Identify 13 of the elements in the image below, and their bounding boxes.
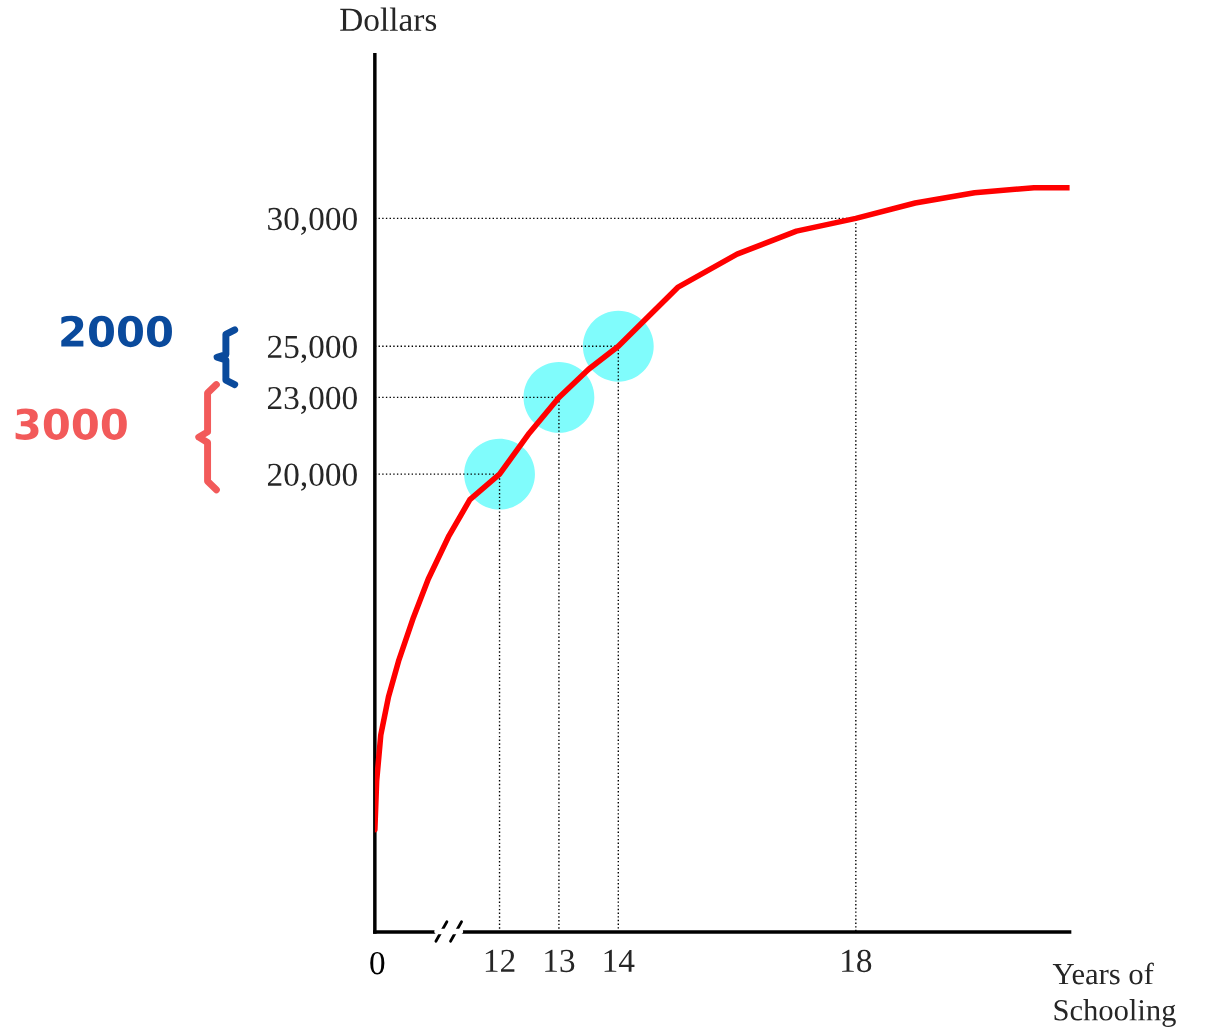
- x-tick-label: 13: [545, 949, 575, 973]
- y-tick-label: 30,000: [268, 207, 357, 236]
- x-tick-label: 14: [604, 949, 635, 972]
- y-tick-label: 25,000: [267, 335, 357, 363]
- y-tick-label: 23,000: [267, 386, 357, 415]
- x-tick-label: 18: [842, 949, 872, 973]
- y-axis-title: Dollars: [340, 7, 437, 32]
- text: 0: [370, 951, 385, 975]
- text: 2000: [61, 315, 172, 348]
- x-tick-label: 12: [485, 949, 515, 972]
- x-axis-title: Years of Schooling: [1052, 962, 1176, 1027]
- text: 3000: [15, 408, 127, 440]
- y-tick-label: 20,000: [267, 463, 357, 491]
